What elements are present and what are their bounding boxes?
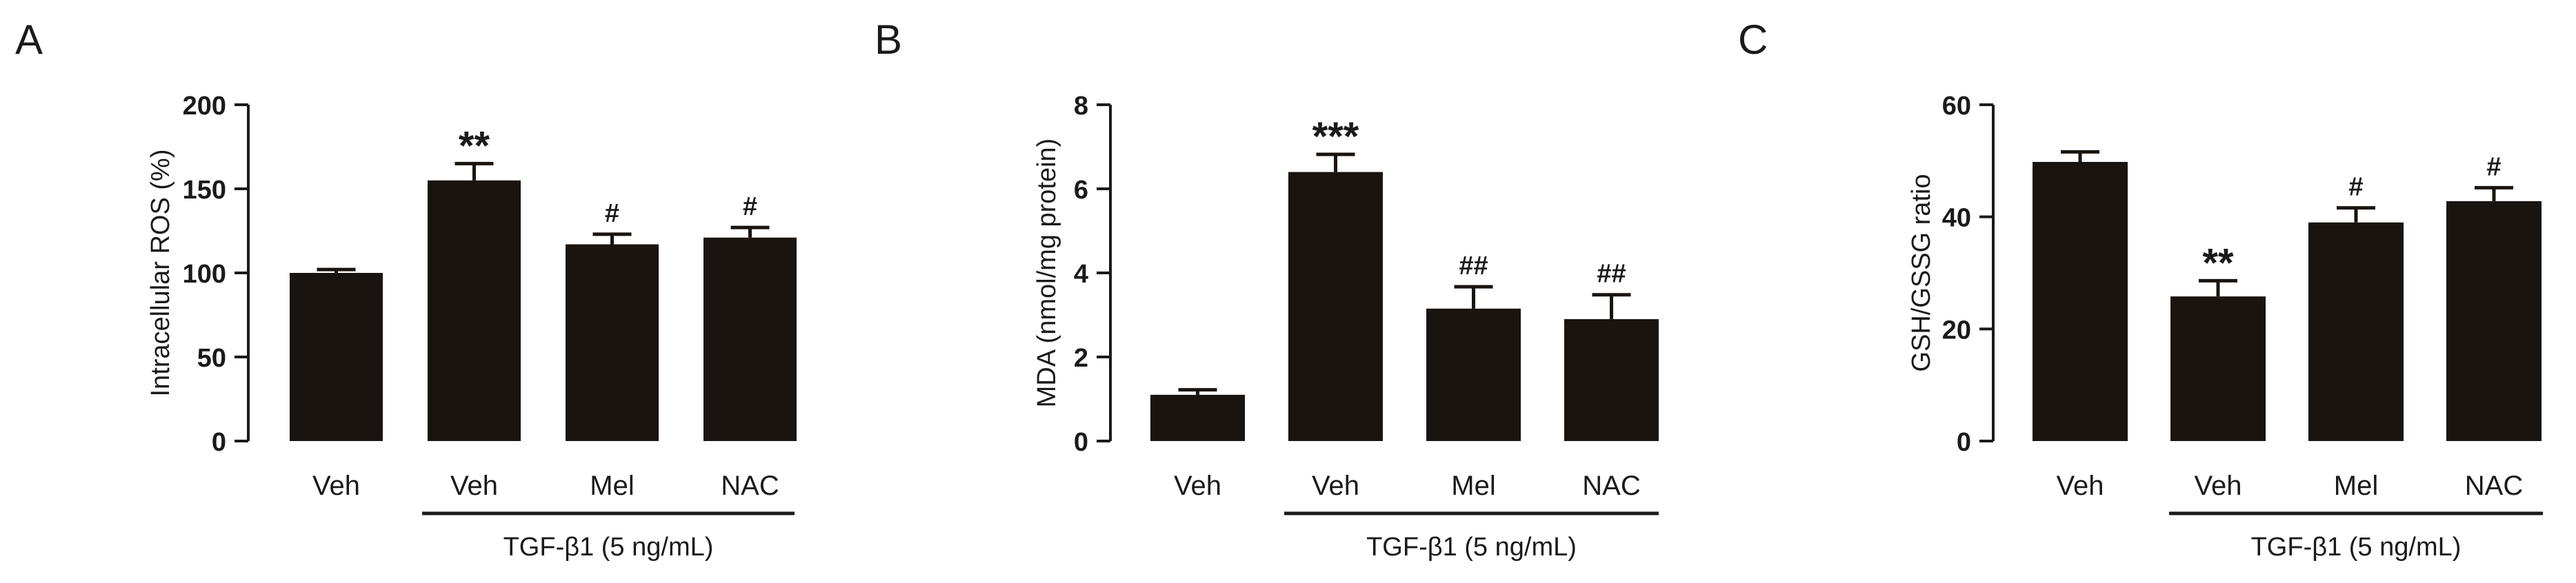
x-category-label-2-2: Mel [2334, 471, 2378, 501]
y-tick-label-2-0: 0 [1957, 428, 1971, 457]
bar-0-1 [428, 180, 521, 441]
y-tick-label-0-2: 100 [183, 260, 226, 289]
y-tick-label-0-4: 200 [183, 92, 226, 121]
x-category-label-1-0: Veh [1174, 471, 1221, 501]
y-tick-label-2-2: 40 [1942, 204, 1971, 233]
y-tick-label-1-4: 8 [1074, 92, 1088, 121]
x-category-label-2-0: Veh [2057, 471, 2104, 501]
treatment-label-0: TGF-β1 (5 ng/mL) [503, 533, 714, 562]
y-tick-label-2-1: 20 [1942, 316, 1971, 345]
y-tick-label-2-3: 60 [1942, 92, 1971, 121]
y-axis-label-2: GSH/GSSG ratio [1907, 174, 1936, 371]
y-tick-label-0-1: 50 [197, 344, 226, 373]
significance-mark-1-2: ## [1459, 252, 1488, 280]
panel-label-a: A [15, 17, 43, 63]
significance-mark-1-3: ## [1597, 260, 1626, 289]
y-tick-label-1-0: 0 [1074, 428, 1088, 457]
panel-label-b: B [875, 17, 902, 63]
panel-label-c: C [1738, 17, 1768, 63]
y-tick-label-1-3: 6 [1074, 176, 1088, 205]
y-tick-label-1-1: 2 [1074, 344, 1088, 373]
bar-2-1 [2170, 296, 2266, 441]
x-category-label-2-1: Veh [2195, 471, 2242, 501]
bar-1-0 [1150, 394, 1245, 441]
bar-2-3 [2446, 201, 2542, 441]
bar-0-3 [703, 237, 797, 441]
significance-mark-2-3: # [2486, 152, 2501, 181]
bar-0-0 [290, 273, 383, 441]
y-tick-label-1-2: 4 [1074, 260, 1088, 289]
significance-mark-2-2: # [2348, 173, 2363, 202]
treatment-label-2: TGF-β1 (5 ng/mL) [2251, 533, 2462, 562]
x-category-label-0-0: Veh [312, 471, 360, 501]
y-tick-label-0-0: 0 [212, 428, 226, 457]
x-category-label-0-2: Mel [590, 471, 634, 501]
significance-mark-1-1: *** [1312, 114, 1359, 159]
bar-1-1 [1288, 172, 1383, 441]
bar-2-0 [2033, 161, 2128, 441]
x-category-label-1-2: Mel [1451, 471, 1495, 501]
significance-mark-2-1: ** [2202, 241, 2234, 285]
bar-0-2 [566, 244, 659, 441]
treatment-label-1: TGF-β1 (5 ng/mL) [1366, 533, 1577, 562]
significance-mark-0-3: # [743, 192, 757, 221]
x-category-label-0-3: NAC [721, 471, 779, 501]
significance-mark-0-1: ** [459, 123, 490, 168]
bar-1-3 [1564, 319, 1659, 441]
y-axis-label-1: MDA (nmol/mg protein) [1032, 139, 1061, 408]
y-axis-label-0: Intracellular ROS (%) [146, 150, 175, 397]
y-tick-label-0-3: 150 [183, 176, 226, 205]
x-category-label-0-1: Veh [450, 471, 498, 501]
x-category-label-2-3: NAC [2465, 471, 2523, 501]
significance-mark-0-2: # [605, 199, 619, 228]
bar-2-2 [2308, 222, 2404, 441]
x-category-label-1-1: Veh [1312, 471, 1359, 501]
x-category-label-1-3: NAC [1582, 471, 1640, 501]
bar-1-2 [1426, 308, 1521, 441]
